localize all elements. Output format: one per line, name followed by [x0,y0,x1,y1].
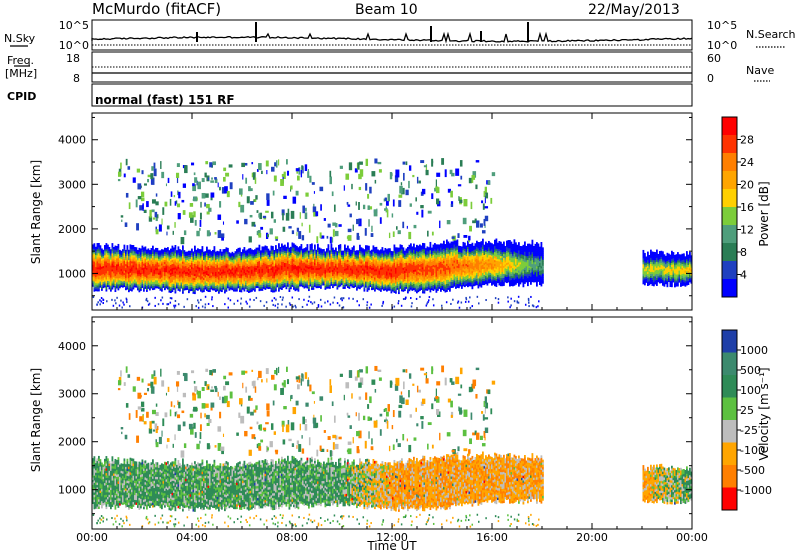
velocity-colorbar-swatch [722,375,737,398]
time-tick-label: 00:00 [676,531,708,544]
power-panel: 4000 3000 2000 1000 Slant Range [km] 28 24 20… [29,112,771,311]
time-tick-label: 20:00 [576,531,608,544]
nsearch-label: N.Search [746,28,796,41]
velocity-colorbar-tick-label: 100 [740,384,761,397]
nave-tick-bottom: 0 [707,72,714,85]
time-axis-label: Time UT [366,539,417,553]
noise-tick-left-bottom: 10^0 [59,39,89,52]
velocity-ylabel: Slant Range [km] [29,368,43,472]
time-tick-label: 12:00 [376,531,408,544]
cpid-value: normal (fast) 151 RF [95,93,235,107]
freq-unit: [MHz] [5,67,37,80]
velocity-colorbar-tick-label: 25 [740,404,754,417]
nave-label: Nave [746,64,774,77]
cpid-strip: CPID normal (fast) 151 RF [7,83,693,107]
freq-tick-bottom: 8 [73,72,80,85]
freq-strip: 18 8 60 0 Freq. [MHz] Nave [5,51,774,85]
power-colorbar-swatch [722,189,737,208]
power-colorbar-tick-label: 8 [740,246,747,259]
time-tick-label: 16:00 [476,531,508,544]
power-colorbar-swatch [722,243,737,262]
power-colorbar-tick-label: 28 [740,134,754,147]
power-colorbar-swatch [722,225,737,244]
time-tick-label: 08:00 [276,531,308,544]
power-colorbar-tick-label: 24 [740,156,754,169]
range-tick-label: 1000 [58,484,86,497]
velocity-colorbar-swatch [722,330,737,353]
noise-strip: 10^5 10^0 10^5 10^0 N.Sky N.Search [4,19,796,52]
velocity-colorbar-tick-label: 500 [740,364,761,377]
velocity-colorbar-tick-label: -500 [740,464,765,477]
range-tick-label: 1000 [58,267,86,280]
range-tick-label: 3000 [58,388,86,401]
velocity-colorbar-tick-label: -100 [740,444,765,457]
noise-tick-right-top: 10^5 [707,19,737,32]
date-title: 22/May/2013 [588,2,680,18]
station-title: McMurdo (fitACF) [92,0,221,18]
power-colorbar-swatch [722,117,737,136]
power-colorbar-swatch [722,135,737,154]
velocity-colorbar-tick-label: 1000 [740,344,768,357]
time-tick-label: 04:00 [176,531,208,544]
power-ylabel: Slant Range [km] [29,160,43,264]
range-tick-label: 4000 [58,340,86,353]
velocity-colorbar-label: Velocity [m s⁻¹] [757,367,771,460]
nave-tick-top: 60 [707,52,721,65]
power-colorbar-swatch [722,153,737,172]
velocity-colorbar-swatch [722,465,737,488]
range-tick-label: 3000 [58,178,86,191]
power-colorbar-tick-label: 4 [740,269,747,282]
velocity-panel: 4000 3000 2000 1000 Slant Range [km] 1000 50… [29,316,772,530]
noise-tick-right-bottom: 10^0 [707,39,737,52]
velocity-colorbar-swatch [722,420,737,443]
velocity-colorbar-swatch [722,352,737,376]
cpid-label: CPID [7,90,36,103]
velocity-colorbar-swatch [722,397,737,421]
power-colorbar-tick-label: 16 [740,201,754,214]
beam-title: Beam 10 [355,2,418,18]
velocity-colorbar-tick-label: -1000 [740,484,772,497]
freq-label: Freq. [7,54,34,67]
power-colorbar-tick-label: 20 [740,179,754,192]
time-tick-label: 00:00 [76,531,108,544]
time-axis: 00:00 04:00 08:00 12:00 16:00 20:00 00:00 [76,113,708,544]
range-tick-label: 2000 [58,223,86,236]
power-colorbar-swatch [722,261,737,280]
velocity-colorbar-swatch [722,487,737,511]
nsky-label: N.Sky [4,32,36,45]
noise-tick-left-top: 10^5 [59,19,89,32]
velocity-colorbar-swatch [722,442,737,466]
power-colorbar-tick-label: 12 [740,224,754,237]
power-colorbar-swatch [722,171,737,190]
power-colorbar-label: Power [dB] [757,181,771,246]
power-colorbar-swatch [722,207,737,226]
range-tick-label: 4000 [58,134,86,147]
freq-tick-top: 18 [66,52,80,65]
range-tick-label: 2000 [58,436,86,449]
power-colorbar-swatch [722,279,737,298]
velocity-colorbar-tick-label: -25 [740,424,758,437]
